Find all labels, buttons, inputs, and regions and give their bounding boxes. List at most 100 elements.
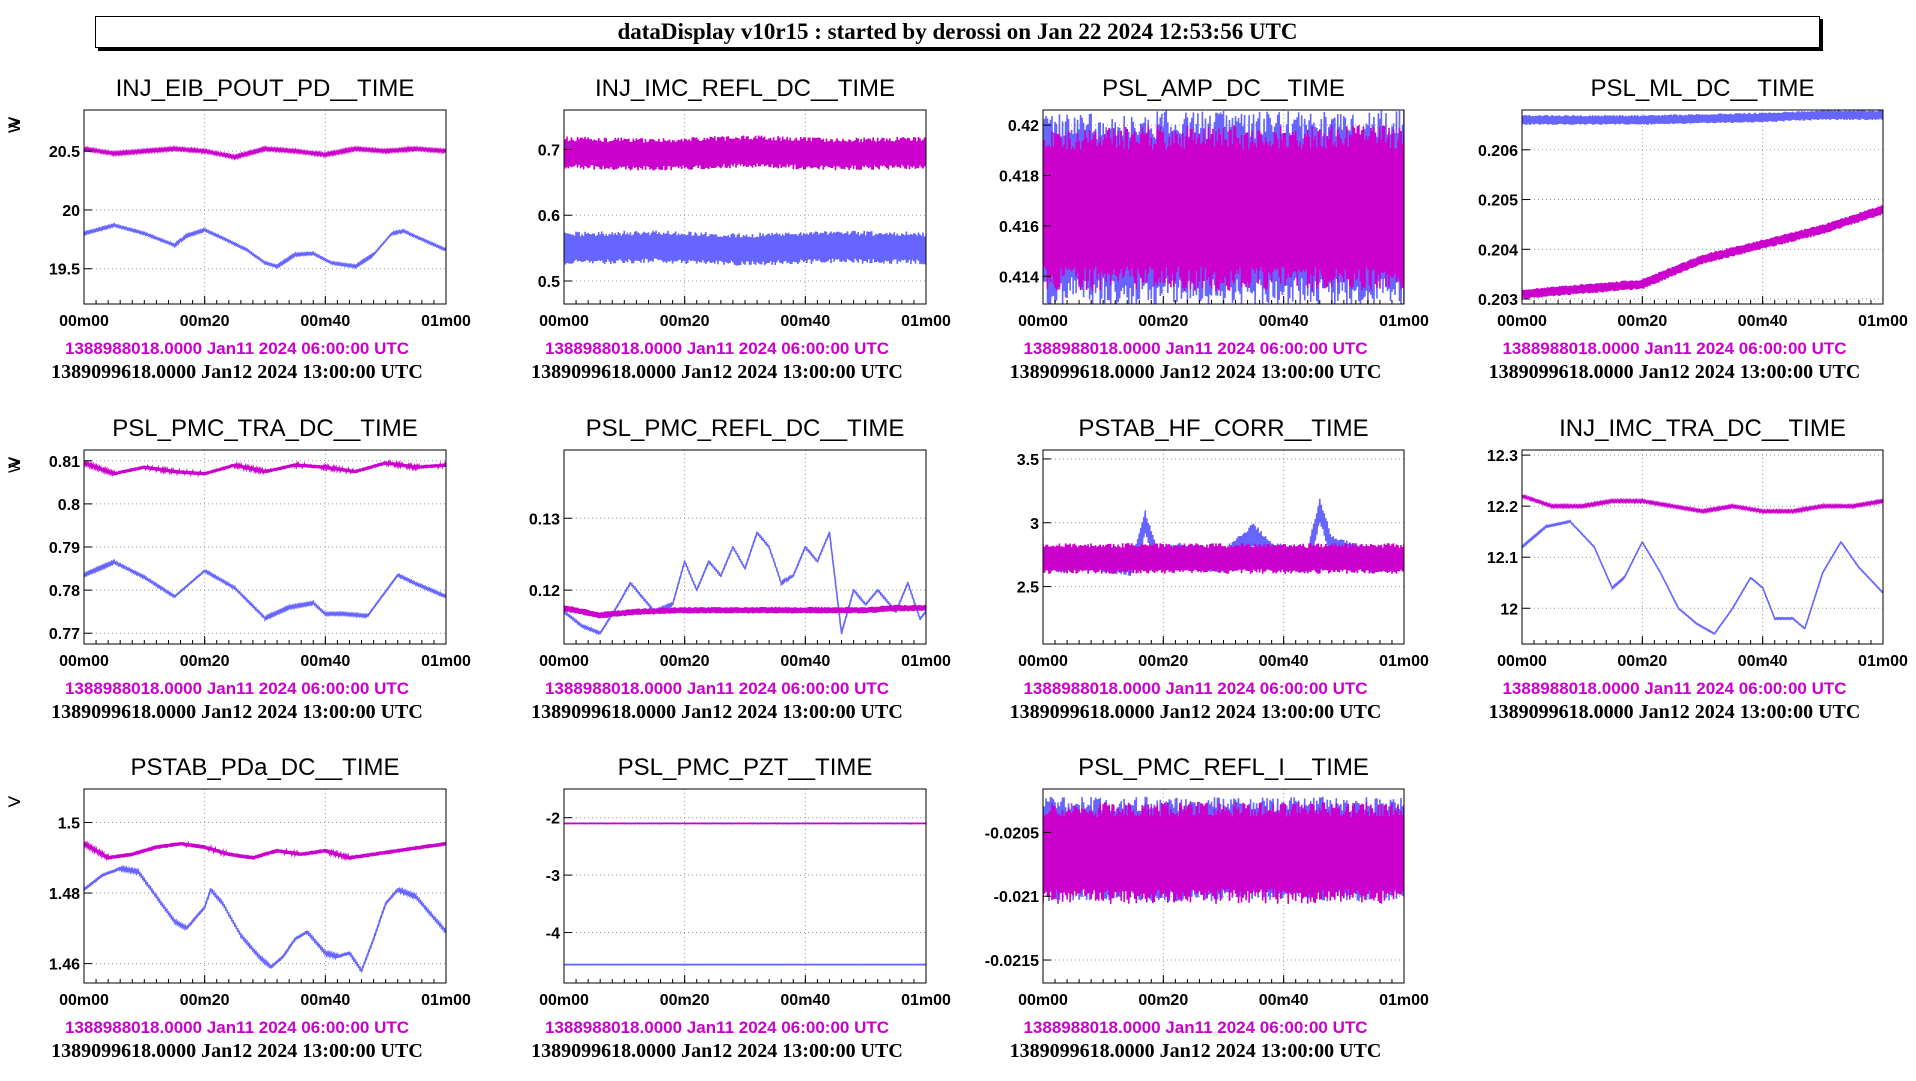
chart-title: PSTAB_PDa_DC__TIME bbox=[131, 754, 400, 781]
current-start-time: 1389099618.0000 Jan12 2024 13:00:00 UTC bbox=[51, 1040, 423, 1062]
y-tick-label: -3 bbox=[546, 868, 560, 885]
y-tick-label: 0.414 bbox=[999, 269, 1039, 286]
x-tick-label: 01m00 bbox=[1379, 992, 1429, 1009]
display-title-banner: dataDisplay v10r15 : started by derossi … bbox=[95, 16, 1820, 48]
series-group bbox=[84, 840, 446, 973]
series-line bbox=[84, 840, 446, 862]
x-tick-label: 00m00 bbox=[59, 653, 109, 670]
y-tick-label: 2.5 bbox=[1017, 580, 1039, 597]
series-line bbox=[1522, 205, 1883, 299]
x-tick-label: 00m40 bbox=[1259, 653, 1309, 670]
y-tick-label: 0.12 bbox=[529, 583, 560, 600]
current-start-time: 1389099618.0000 Jan12 2024 13:00:00 UTC bbox=[51, 361, 423, 383]
chart-panel: PSL_PMC_TRA_DC__TIME V 00m00 00m20 00m40 01m0… bbox=[5, 415, 471, 723]
y-tick-label: 0.8 bbox=[58, 497, 80, 514]
y-tick-label: 0.7 bbox=[538, 142, 560, 159]
plot-frame bbox=[83, 109, 447, 305]
x-tick-label: 00m00 bbox=[1497, 313, 1547, 330]
x-tick-label: 00m00 bbox=[1497, 653, 1547, 670]
chart-panel: PSL_ML_DC__TIME W 00m00 00m20 00m40 01m00 0.20… bbox=[5, 75, 1908, 383]
x-tick-label: 00m20 bbox=[1617, 313, 1667, 330]
x-tick-label: 00m20 bbox=[1138, 653, 1188, 670]
y-tick-label: 12.3 bbox=[1487, 448, 1518, 465]
series-line bbox=[564, 531, 926, 636]
x-tick-label: 00m40 bbox=[780, 313, 830, 330]
x-tick-label: 00m20 bbox=[660, 653, 710, 670]
y-axis-label: V bbox=[5, 456, 24, 468]
x-tick-label: 00m40 bbox=[1738, 653, 1788, 670]
series-line bbox=[84, 458, 446, 478]
chart-title: PSL_PMC_REFL_I__TIME bbox=[1078, 754, 1369, 781]
y-tick-label: 0.203 bbox=[1478, 292, 1518, 309]
y-axis-label: V bbox=[5, 795, 24, 807]
x-tick-label: 01m00 bbox=[901, 653, 951, 670]
display-title: dataDisplay v10r15 : started by derossi … bbox=[617, 19, 1298, 44]
current-start-time: 1389099618.0000 Jan12 2024 13:00:00 UTC bbox=[531, 361, 903, 383]
series-line bbox=[84, 558, 446, 622]
current-start-time: 1389099618.0000 Jan12 2024 13:00:00 UTC bbox=[1010, 361, 1382, 383]
y-tick-label: 0.79 bbox=[49, 540, 80, 557]
chart-title: PSL_PMC_TRA_DC__TIME bbox=[112, 415, 417, 442]
x-tick-label: 00m40 bbox=[300, 992, 350, 1009]
y-tick-label: 12.2 bbox=[1487, 499, 1518, 516]
x-tick-label: 01m00 bbox=[1379, 653, 1429, 670]
series-line bbox=[84, 144, 446, 161]
series-group bbox=[1043, 498, 1404, 576]
series-line bbox=[564, 604, 926, 619]
reference-start-time: 1388988018.0000 Jan11 2024 06:00:00 UTC bbox=[545, 339, 889, 358]
chart-title: PSL_PMC_REFL_DC__TIME bbox=[586, 415, 905, 442]
x-tick-label: 00m00 bbox=[1018, 313, 1068, 330]
current-start-time: 1389099618.0000 Jan12 2024 13:00:00 UTC bbox=[51, 701, 423, 723]
x-tick-label: 00m20 bbox=[180, 992, 230, 1009]
series-line bbox=[1522, 494, 1883, 515]
series-group bbox=[564, 822, 926, 966]
x-tick-label: 00m20 bbox=[660, 992, 710, 1009]
y-axis-label: W bbox=[5, 117, 24, 133]
reference-start-time: 1388988018.0000 Jan11 2024 06:00:00 UTC bbox=[1502, 679, 1846, 698]
chart-title: PSL_ML_DC__TIME bbox=[1590, 75, 1814, 102]
y-tick-label: 0.77 bbox=[49, 626, 80, 643]
chart-panel: PSL_PMC_REFL_DC__TIME V 00m00 00m20 00m40 01m… bbox=[5, 415, 951, 723]
x-tick-label: 00m00 bbox=[539, 992, 589, 1009]
x-tick-label: 00m00 bbox=[59, 992, 109, 1009]
current-start-time: 1389099618.0000 Jan12 2024 13:00:00 UTC bbox=[1010, 1040, 1382, 1062]
x-tick-label: 01m00 bbox=[1379, 313, 1429, 330]
current-start-time: 1389099618.0000 Jan12 2024 13:00:00 UTC bbox=[531, 701, 903, 723]
chart-panel: INJ_IMC_TRA_DC__TIME W 00m00 00m20 00m40 01m0… bbox=[5, 415, 1908, 723]
y-tick-label: 0.6 bbox=[538, 208, 560, 225]
reference-start-time: 1388988018.0000 Jan11 2024 06:00:00 UTC bbox=[65, 339, 409, 358]
reference-start-time: 1388988018.0000 Jan11 2024 06:00:00 UTC bbox=[65, 1018, 409, 1037]
reference-start-time: 1388988018.0000 Jan11 2024 06:00:00 UTC bbox=[1023, 339, 1367, 358]
chart-panel: PSL_PMC_REFL_I__TIME V 00m00 00m20 00m40 01m0… bbox=[5, 754, 1429, 1062]
x-tick-label: 00m20 bbox=[1138, 992, 1188, 1009]
y-tick-label: 1.5 bbox=[58, 816, 80, 833]
chart-panel: INJ_EIB_POUT_PD__TIME W 00m00 00m20 00m40 01m… bbox=[5, 75, 471, 383]
y-tick-label: -0.0205 bbox=[985, 825, 1039, 842]
y-tick-label: 3 bbox=[1030, 516, 1039, 533]
y-axis-label: W bbox=[5, 117, 24, 133]
y-axis-label: V bbox=[5, 456, 24, 468]
chart-title: PSL_PMC_PZT__TIME bbox=[618, 754, 873, 781]
chart-panel: INJ_IMC_REFL_DC__TIME W 00m00 00m20 00m40 01m… bbox=[5, 75, 951, 383]
reference-start-time: 1388988018.0000 Jan11 2024 06:00:00 UTC bbox=[545, 1018, 889, 1037]
series-line bbox=[1043, 801, 1404, 904]
y-axis-label: V bbox=[5, 456, 24, 468]
chart-title: INJ_EIB_POUT_PD__TIME bbox=[116, 75, 415, 102]
x-tick-label: 00m00 bbox=[1018, 992, 1068, 1009]
x-tick-label: 01m00 bbox=[901, 992, 951, 1009]
y-tick-label: 3.5 bbox=[1017, 452, 1039, 469]
y-tick-label: 0.42 bbox=[1008, 118, 1039, 135]
x-tick-label: 01m00 bbox=[421, 992, 471, 1009]
x-tick-label: 00m40 bbox=[1259, 313, 1309, 330]
current-start-time: 1389099618.0000 Jan12 2024 13:00:00 UTC bbox=[1010, 701, 1382, 723]
y-tick-label: 20.5 bbox=[49, 144, 80, 161]
series-line bbox=[1522, 110, 1883, 126]
series-group bbox=[1522, 494, 1883, 635]
x-tick-label: 00m00 bbox=[539, 653, 589, 670]
y-tick-label: 0.204 bbox=[1478, 242, 1518, 259]
y-tick-label: 12.1 bbox=[1487, 550, 1518, 567]
x-tick-label: 00m40 bbox=[780, 653, 830, 670]
series-line bbox=[84, 222, 446, 270]
x-tick-label: 01m00 bbox=[421, 313, 471, 330]
